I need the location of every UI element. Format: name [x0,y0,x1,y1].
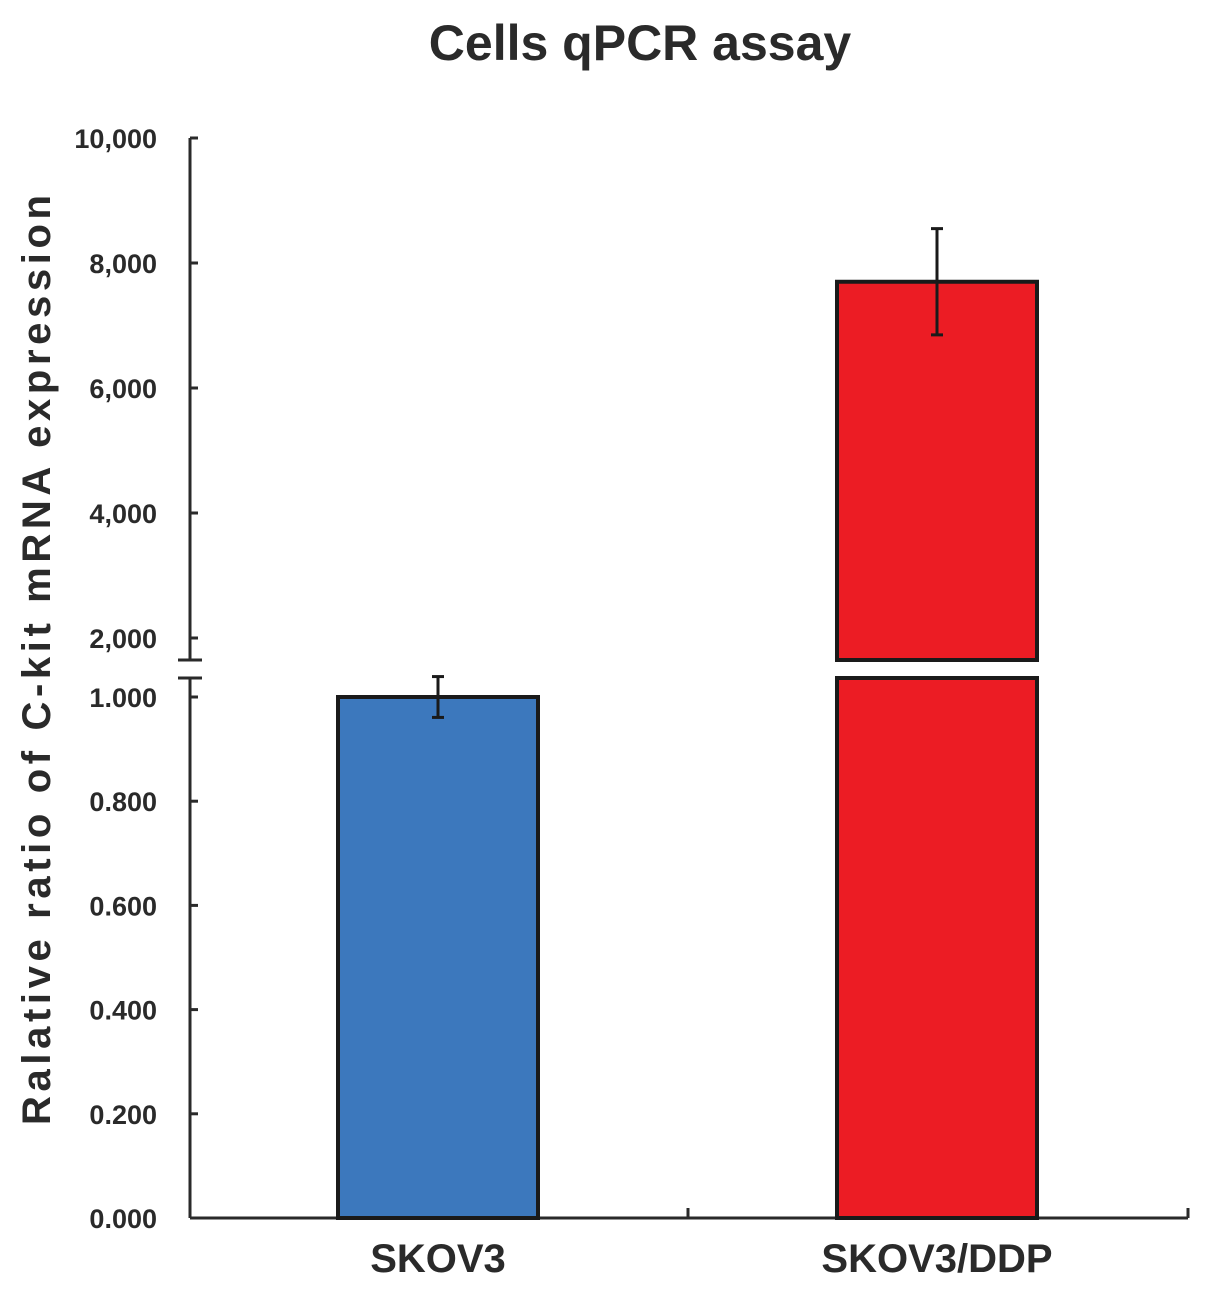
x-tick-label: SKOV3/DDP [821,1237,1052,1281]
y-tick-label: 6,000 [89,374,157,404]
y-ticks: 0.000 0.200 0.400 0.600 0.800 1.000 2,000 4,000… [74,124,198,1234]
bars [336,227,1041,1220]
x-tick-label: SKOV3 [370,1237,506,1281]
y-tick-label: 10,000 [74,124,157,154]
x-tick-labels: SKOV3 SKOV3/DDP [370,1237,1052,1281]
y-tick-label: 0.400 [89,996,157,1026]
bar-skov3-ddp-lower [835,676,1039,1220]
y-tick-label: 8,000 [89,249,157,279]
chart-title: Cells qPCR assay [429,15,852,71]
bar-skov3-ddp-upper [835,279,1039,662]
y-tick-label: 0.600 [89,891,157,921]
y-tick-label: 0.800 [89,787,157,817]
bar-skov3 [336,695,540,1220]
y-tick-label: 0.200 [89,1100,157,1130]
bar-break-gap [833,662,1041,676]
y-tick-label: 1.000 [89,683,157,713]
y-tick-label: 0.000 [89,1204,157,1234]
y-axis-label: Ralative ratio of C-kit mRNA expression [15,195,59,1125]
y-tick-label: 4,000 [89,499,157,529]
y-tick-label: 2,000 [89,624,157,654]
